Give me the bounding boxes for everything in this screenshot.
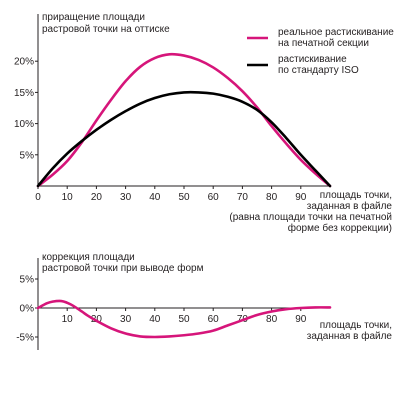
x-tick-label: 30 (120, 314, 132, 325)
x-tick-label: 80 (266, 192, 278, 203)
y-tick-label: -5% (16, 333, 34, 344)
y-tick-label: 5% (20, 275, 35, 286)
x-tick-label: 60 (208, 314, 220, 325)
y-tick-label: 20% (14, 57, 34, 68)
x-tick-label: 10 (62, 192, 74, 203)
y-axis-label: растровой точки при выводе форм (42, 262, 204, 274)
x-tick-label: 20 (91, 192, 103, 203)
x-tick-label: 30 (120, 192, 132, 203)
y-tick-label: 10% (14, 119, 34, 130)
x-axis-label: заданная в файле (307, 200, 393, 212)
y-tick-label: 15% (14, 88, 34, 99)
x-tick-label: 80 (266, 314, 278, 325)
legend-label: на печатной секции (278, 38, 369, 49)
x-tick-label: 10 (62, 314, 74, 325)
x-tick-label: 90 (295, 192, 307, 203)
dot-gain-chart: 5% 10% 15% 20% 0 10 20 30 40 50 60 70 80 90 приращение… (14, 12, 394, 234)
x-axis-label: заданная в файле (307, 330, 393, 342)
y-axis-label: растровой точки на оттиске (42, 24, 170, 35)
x-tick-label: 0 (35, 192, 41, 203)
legend-label: растискивание (278, 54, 347, 65)
x-axis-label: (равна площади точки на печатной (229, 212, 392, 223)
series-line-1 (36, 90, 332, 188)
x-axis-label: площадь точки, (320, 190, 392, 201)
y-tick-label: 0% (20, 304, 35, 315)
legend-label: реальное растискивание (278, 27, 394, 38)
x-tick-label: 60 (208, 192, 220, 203)
x-axis-label: форме без коррекции) (288, 222, 392, 234)
x-tick-label: 90 (295, 314, 307, 325)
x-tick-label: 70 (237, 192, 249, 203)
x-tick-label: 40 (149, 314, 161, 325)
x-tick-label: 50 (178, 192, 190, 203)
x-tick-label: 50 (178, 314, 190, 325)
legend-label: по стандарту ISO (278, 65, 359, 76)
y-axis-label: приращение площади (42, 12, 145, 23)
x-axis-label: площадь точки, (320, 320, 392, 331)
y-tick-label: 5% (20, 150, 35, 161)
x-tick-label: 40 (149, 192, 161, 203)
y-axis-label: коррекция площади (42, 252, 135, 263)
correction-line (36, 299, 332, 339)
